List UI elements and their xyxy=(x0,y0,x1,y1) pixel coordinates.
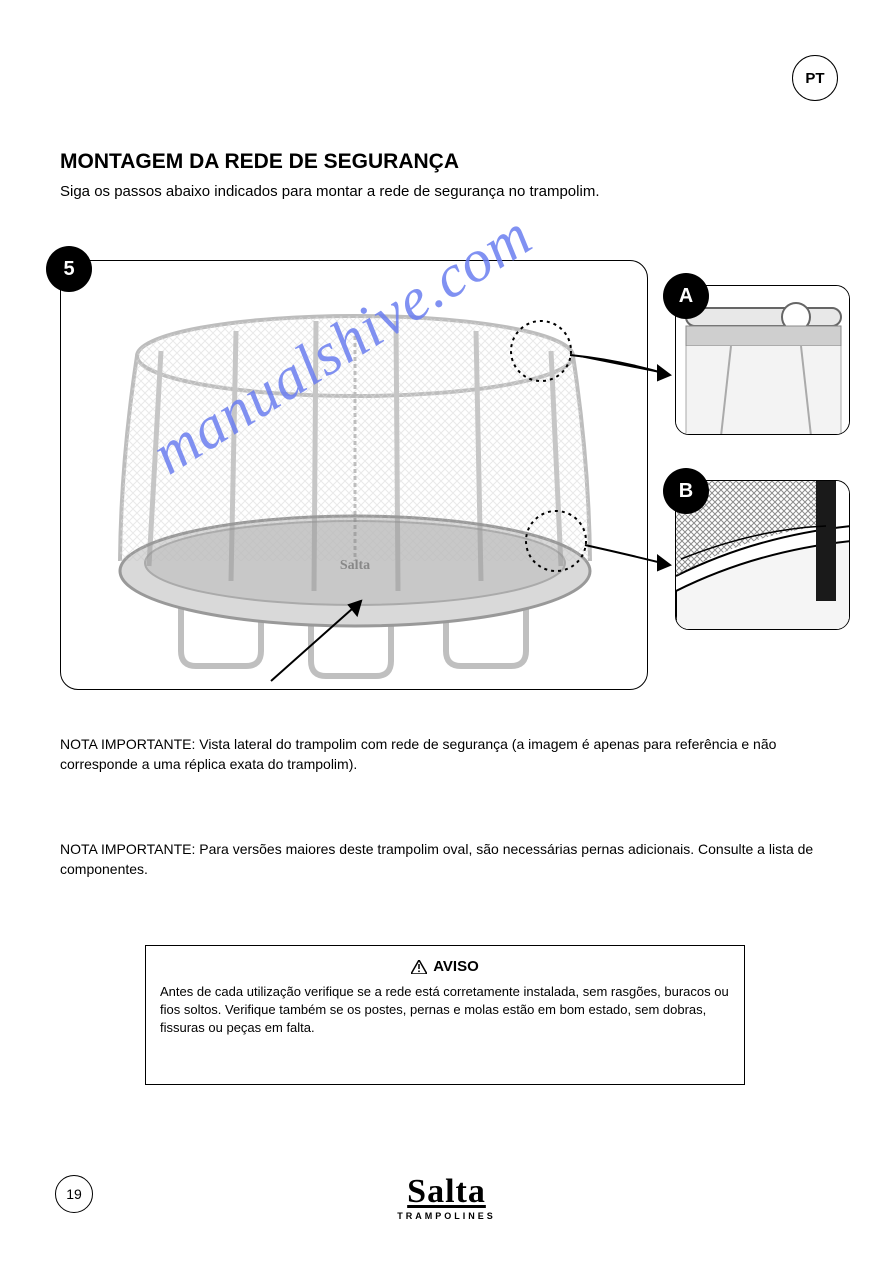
detail-b-badge: B xyxy=(663,468,709,514)
brand-tagline: TRAMPOLINES xyxy=(0,1211,893,1221)
trampoline-illustration: Salta xyxy=(61,261,649,691)
warning-body: Antes de cada utilização verifique se a … xyxy=(160,983,730,1038)
main-illustration-frame: 5 Salta xyxy=(60,260,648,690)
page-number-badge: 19 xyxy=(55,1175,93,1213)
page-title: MONTAGEM DA REDE DE SEGURANÇA xyxy=(60,150,459,174)
warning-box: AVISO Antes de cada utilização verifique… xyxy=(145,945,745,1085)
warning-heading: AVISO xyxy=(433,956,479,977)
warning-heading-row: AVISO xyxy=(160,956,730,977)
footer-brand: Salta TRAMPOLINES xyxy=(0,1173,893,1221)
detail-a-badge: A xyxy=(663,273,709,319)
brand-name: Salta xyxy=(0,1173,893,1211)
page-subtitle: Siga os passos abaixo indicados para mon… xyxy=(60,182,840,202)
note-1: NOTA IMPORTANTE: Vista lateral do trampo… xyxy=(60,735,830,774)
step-number-badge: 5 xyxy=(46,246,92,292)
note-2: NOTA IMPORTANTE: Para versões maiores de… xyxy=(60,840,830,879)
language-badge: PT xyxy=(792,55,838,101)
warning-triangle-icon xyxy=(411,960,427,974)
